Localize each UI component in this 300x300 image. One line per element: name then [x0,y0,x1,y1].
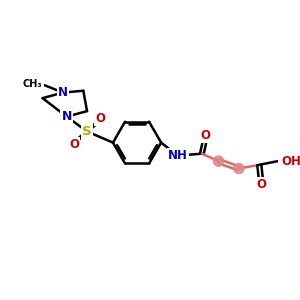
Text: N: N [61,110,72,123]
Text: S: S [82,125,92,138]
Text: CH₃: CH₃ [23,79,43,89]
Circle shape [234,164,244,174]
Text: O: O [69,138,79,151]
Text: OH: OH [281,154,300,168]
Text: O: O [256,178,266,191]
Text: O: O [95,112,105,125]
Text: NH: NH [168,149,188,162]
Text: O: O [201,129,211,142]
Text: N: N [58,86,68,99]
Circle shape [213,156,224,166]
